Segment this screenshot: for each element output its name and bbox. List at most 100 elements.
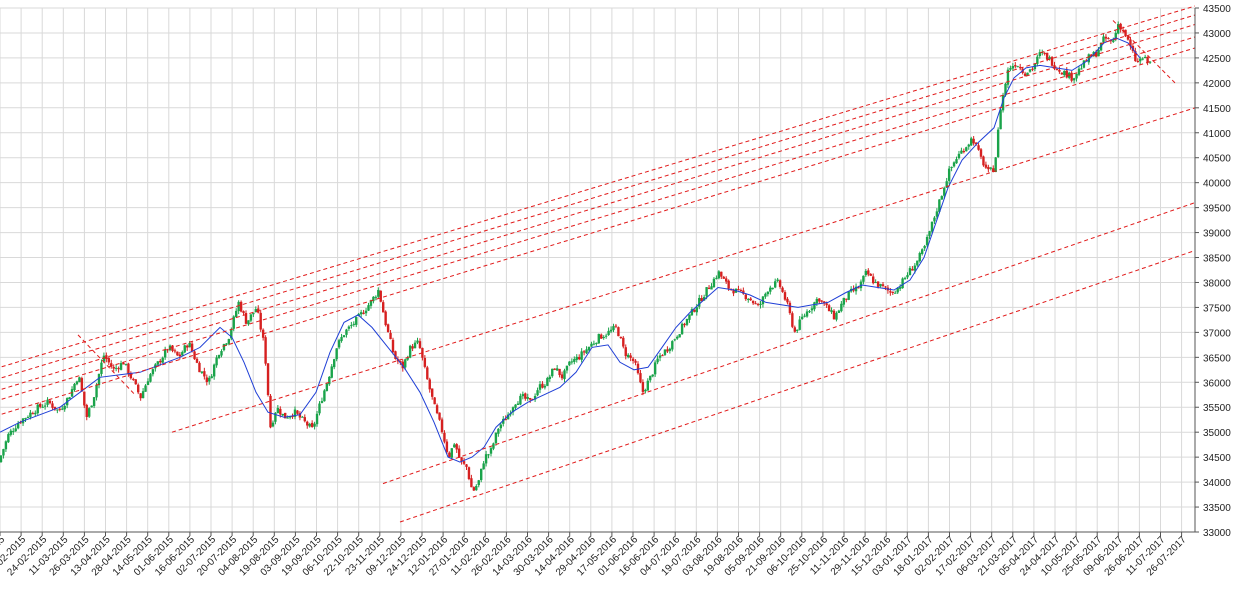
- candle-up: [555, 368, 559, 371]
- candle-down: [53, 406, 57, 410]
- candle-up: [144, 385, 147, 392]
- candle-down: [707, 287, 711, 289]
- candle-up: [313, 423, 316, 427]
- candle-up: [88, 408, 91, 417]
- candle-up: [100, 362, 103, 374]
- candle-up: [925, 237, 929, 246]
- candle-up: [227, 339, 231, 344]
- candle-down: [867, 270, 870, 275]
- candle-down: [39, 403, 42, 407]
- candle-up: [585, 349, 588, 354]
- candle-up: [1077, 68, 1081, 75]
- trendline: [0, 14, 1195, 379]
- candle-up: [16, 423, 20, 429]
- y-tick-label: 40000: [1203, 179, 1231, 190]
- candle-up: [161, 357, 164, 363]
- candle-up: [286, 417, 289, 419]
- candle-down: [112, 367, 115, 369]
- candle-down: [178, 354, 182, 357]
- candle-up: [151, 369, 155, 375]
- trendline: [0, 47, 1195, 416]
- candle-up: [960, 150, 963, 154]
- candle-up: [315, 413, 319, 425]
- candle-down: [51, 403, 54, 408]
- candle-up: [894, 292, 897, 294]
- candle-up: [715, 277, 718, 279]
- candle-down: [418, 341, 422, 349]
- candle-up: [938, 199, 941, 212]
- candle-up: [898, 287, 902, 289]
- candle-down: [889, 291, 892, 293]
- candle-up: [114, 367, 118, 369]
- candle-down: [825, 303, 828, 306]
- candle-down: [600, 334, 603, 339]
- candle-up: [92, 397, 96, 407]
- candle-up: [810, 308, 814, 311]
- candle-up: [587, 347, 591, 351]
- candle-down: [166, 349, 169, 351]
- candle-up: [808, 311, 811, 313]
- candle-up: [1087, 54, 1090, 63]
- candle-up: [1004, 83, 1007, 96]
- candle-up: [1082, 60, 1086, 68]
- y-tick-label: 37500: [1203, 303, 1231, 314]
- candle-up: [680, 323, 684, 335]
- candle-down: [1136, 60, 1139, 62]
- y-tick-label: 36500: [1203, 353, 1231, 364]
- candle-down: [781, 287, 784, 292]
- candle-down: [872, 276, 875, 284]
- candle-down: [891, 291, 894, 293]
- candle-up: [46, 399, 49, 405]
- y-tick-label: 39500: [1203, 204, 1231, 215]
- candle-down: [751, 300, 755, 304]
- candle-up: [377, 289, 380, 297]
- candle-up: [1112, 40, 1115, 42]
- candle-up: [230, 329, 233, 339]
- candle-up: [499, 424, 502, 429]
- candle-up: [1009, 68, 1012, 70]
- candle-down: [472, 487, 476, 491]
- candle-down: [661, 355, 664, 357]
- candle-up: [896, 288, 899, 293]
- candle-up: [776, 279, 779, 282]
- candle-down: [31, 413, 35, 415]
- candle-down: [845, 298, 848, 300]
- candle-up: [943, 187, 946, 196]
- candle-up: [705, 287, 708, 297]
- candle-up: [935, 211, 939, 217]
- y-tick-label: 40500: [1203, 154, 1231, 165]
- candle-up: [337, 340, 341, 348]
- candle-up: [516, 403, 520, 405]
- candle-up: [487, 454, 490, 456]
- candle-up: [903, 277, 907, 279]
- candle-up: [921, 249, 924, 254]
- candle-up: [913, 265, 917, 271]
- candle-up: [1141, 58, 1144, 60]
- candle-down: [1119, 23, 1122, 30]
- candle-up: [923, 245, 926, 249]
- candle-down: [411, 346, 414, 349]
- candle-up: [1006, 69, 1010, 85]
- candle-down: [266, 363, 270, 396]
- candle-down: [1085, 60, 1088, 62]
- candle-down: [793, 327, 796, 332]
- candle-up: [359, 312, 363, 315]
- candle-up: [352, 323, 355, 325]
- candle-up: [1102, 36, 1105, 43]
- y-tick-label: 38000: [1203, 278, 1231, 289]
- candle-up: [333, 359, 336, 368]
- candle-down: [786, 298, 789, 303]
- candle-up: [340, 337, 343, 341]
- candle-up: [573, 359, 576, 362]
- y-tick-label: 35000: [1203, 428, 1231, 439]
- candle-down: [122, 363, 125, 365]
- candle-up: [141, 391, 145, 399]
- candle-up: [854, 286, 858, 292]
- candle-down: [110, 363, 113, 367]
- candle-up: [1063, 70, 1066, 76]
- candle-up: [604, 335, 608, 337]
- grid-layer: [0, 7, 1195, 533]
- candle-up: [548, 376, 551, 380]
- candle-up: [36, 404, 39, 414]
